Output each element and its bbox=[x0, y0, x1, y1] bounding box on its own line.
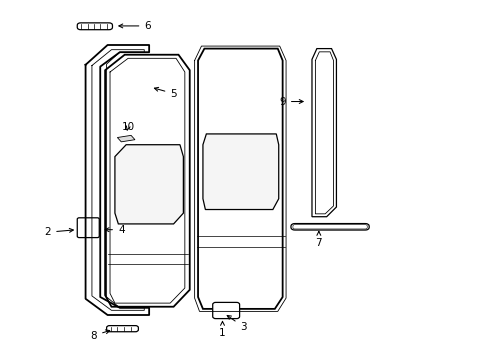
Polygon shape bbox=[198, 49, 282, 309]
FancyBboxPatch shape bbox=[106, 325, 138, 332]
Polygon shape bbox=[105, 55, 189, 307]
Text: 6: 6 bbox=[119, 21, 151, 31]
Text: 10: 10 bbox=[122, 122, 134, 132]
Polygon shape bbox=[203, 134, 278, 210]
Polygon shape bbox=[85, 45, 149, 315]
Text: 9: 9 bbox=[279, 96, 303, 107]
FancyBboxPatch shape bbox=[212, 302, 239, 319]
Text: 2: 2 bbox=[44, 227, 73, 237]
Polygon shape bbox=[115, 145, 183, 224]
FancyBboxPatch shape bbox=[292, 225, 366, 229]
Text: 8: 8 bbox=[90, 330, 109, 341]
FancyBboxPatch shape bbox=[77, 23, 112, 30]
Text: 7: 7 bbox=[315, 231, 322, 248]
Text: 3: 3 bbox=[227, 315, 246, 332]
Text: 5: 5 bbox=[154, 87, 177, 99]
Polygon shape bbox=[311, 49, 336, 217]
Text: 1: 1 bbox=[219, 321, 225, 338]
FancyBboxPatch shape bbox=[77, 218, 99, 238]
Text: 4: 4 bbox=[105, 225, 124, 235]
Polygon shape bbox=[117, 135, 135, 142]
FancyBboxPatch shape bbox=[290, 224, 368, 230]
